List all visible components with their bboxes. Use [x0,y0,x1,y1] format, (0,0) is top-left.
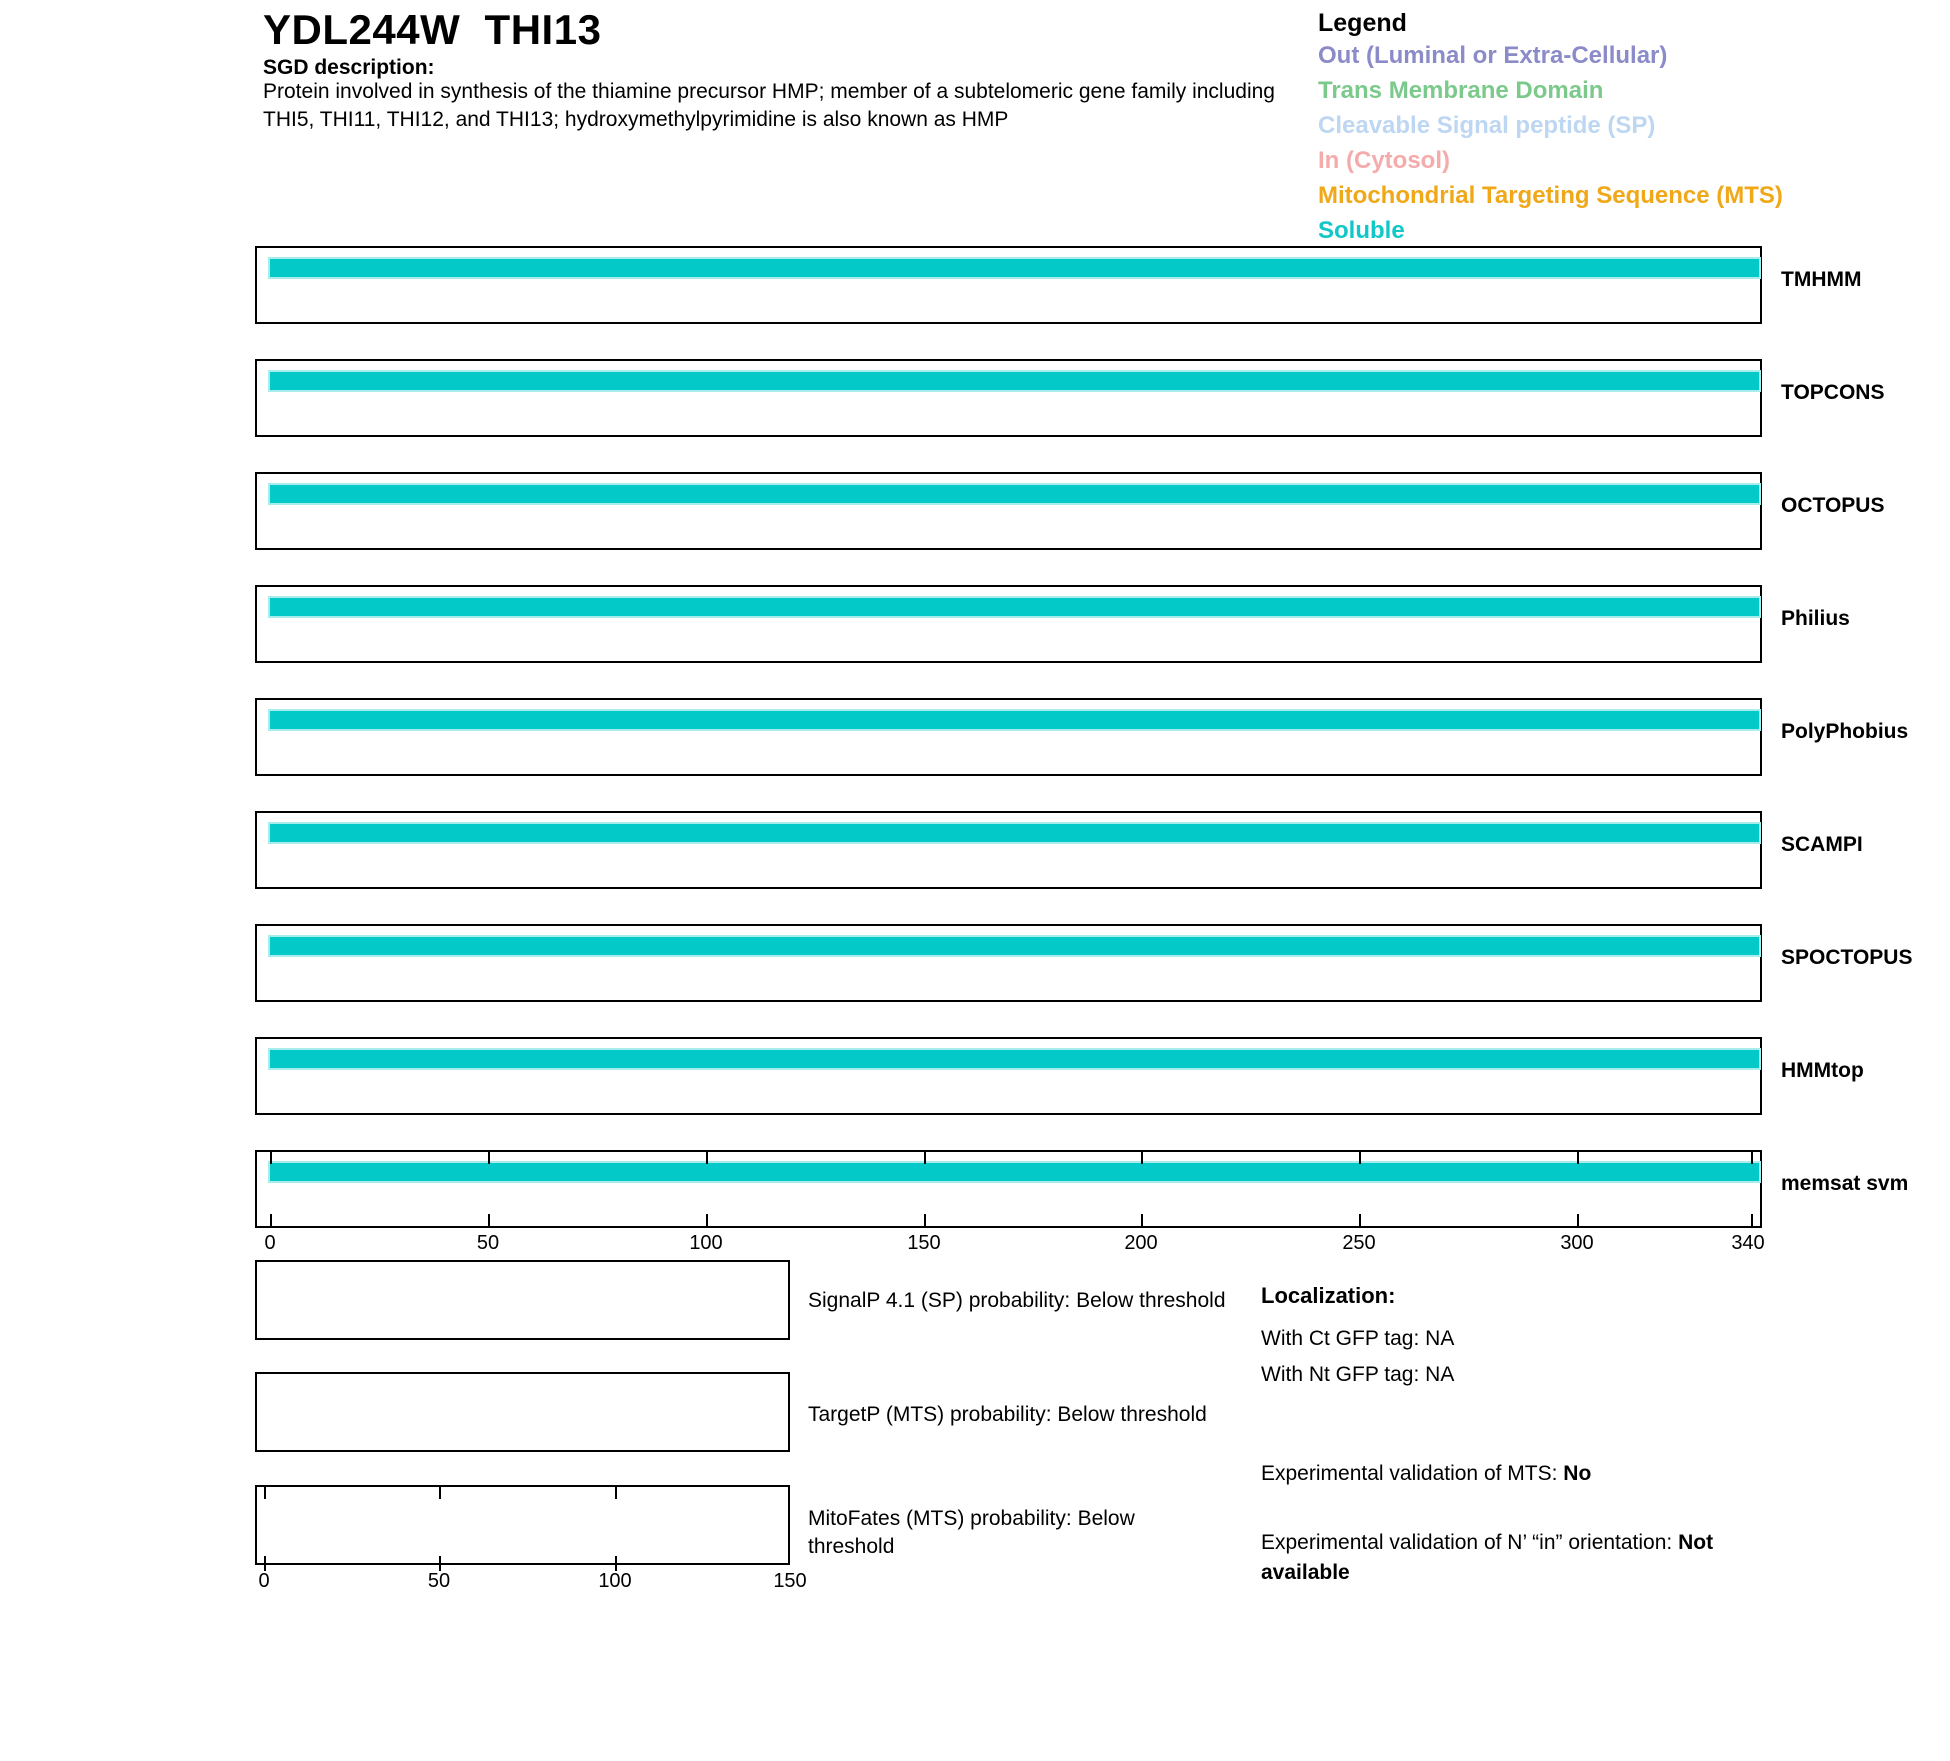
x-axis-tick-label: 0 [264,1232,276,1254]
axis-tick [270,1214,272,1226]
axis-tick [615,1556,617,1571]
axis-tick [1751,1152,1753,1164]
axis-tick [264,1487,266,1499]
legend-item-sp: Cleavable Signal peptide (SP) [1318,112,1656,139]
track-label-topcons: TOPCONS [1781,381,1885,404]
x-axis-tick-label: 100 [598,1570,632,1592]
signalp-plot-box [255,1260,790,1340]
soluble-bar [270,824,1759,842]
track-box-hmmtop [255,1037,1762,1115]
axis-tick [924,1214,926,1226]
orientation-validation-line: Experimental validation of N’ “in” orien… [1261,1528,1713,1588]
soluble-bar [270,1163,1759,1181]
soluble-bar [270,372,1759,390]
axis-tick [1359,1214,1361,1226]
targetp-plot-box [255,1372,790,1452]
sgd-description-line1: Protein involved in synthesis of the thi… [263,80,1275,103]
axis-tick [924,1152,926,1164]
legend-item-tmd: Trans Membrane Domain [1318,77,1604,104]
track-box-scampi [255,811,1762,889]
axis-tick [1577,1214,1579,1226]
track-box-spoctopus [255,924,1762,1002]
track-box-topcons [255,359,1762,437]
mts-validation-prefix: Experimental validation of MTS: [1261,1462,1564,1485]
axis-tick [615,1487,617,1499]
x-axis-tick-label: 50 [476,1232,500,1254]
axis-tick [706,1152,708,1164]
track-box-tmhmm [255,246,1762,324]
main-x-axis: 0 50 100 150 200 250 300 340 [255,1232,1765,1256]
soluble-bar [270,485,1759,503]
x-axis-tick-label: 100 [689,1232,723,1254]
axis-tick [264,1556,266,1571]
x-axis-tick-label: 150 [907,1232,941,1254]
track-label-octopus: OCTOPUS [1781,494,1885,517]
soluble-bar [270,711,1759,729]
track-label-spoctopus: SPOCTOPUS [1781,946,1913,969]
localization-heading: Localization: [1261,1283,1396,1308]
axis-tick [439,1487,441,1499]
axis-tick [488,1214,490,1226]
track-label-tmhmm: TMHMM [1781,268,1862,291]
orientation-prefix: Experimental validation of N’ “in” orien… [1261,1531,1679,1554]
mitofates-plot-box [255,1485,790,1571]
sgd-description-line2: THI5, THI11, THI12, and THI13; hydroxyme… [263,108,1009,131]
legend-item-in: In (Cytosol) [1318,147,1450,174]
nt-gfp-line: With Nt GFP tag: NA [1261,1363,1455,1386]
signalp-caption: SignalP 4.1 (SP) probability: Below thre… [808,1289,1226,1312]
mitofates-caption: MitoFates (MTS) probability: Below thres… [808,1505,1135,1561]
track-label-hmmtop: HMMtop [1781,1059,1864,1082]
legend: Legend Out (Luminal or Extra-Cellular) T… [1318,8,1783,248]
legend-heading: Legend [1318,9,1407,37]
soluble-bar [270,937,1759,955]
track-box-polyphobius [255,698,1762,776]
legend-item-out: Out (Luminal or Extra-Cellular) [1318,42,1668,69]
soluble-bar [270,598,1759,616]
axis-tick [1359,1152,1361,1164]
mitofates-x-axis: 0 50 100 150 [255,1570,806,1594]
track-label-scampi: SCAMPI [1781,833,1863,856]
sgd-description-label: SGD description: [263,56,435,79]
track-label-memsat-svm: memsat svm [1781,1172,1909,1195]
x-axis-tick-label: 0 [258,1570,270,1592]
axis-tick [1141,1152,1143,1164]
axis-tick [270,1152,272,1164]
track-label-polyphobius: PolyPhobius [1781,720,1909,743]
soluble-bar [270,1050,1759,1068]
mitofates-caption-line2: threshold [808,1535,895,1558]
soluble-bar [270,259,1759,277]
axis-tick [706,1214,708,1226]
track-box-memsat-svm [255,1150,1762,1228]
orientation-value-line2: available [1261,1561,1350,1584]
track-label-philius: Philius [1781,607,1850,630]
track-box-philius [255,585,1762,663]
track-box-octopus [255,472,1762,550]
orientation-value-line1: Not [1678,1531,1714,1554]
mts-validation-value: No [1563,1462,1592,1485]
axis-tick [488,1152,490,1164]
mitofates-caption-line1: MitoFates (MTS) probability: Below [808,1507,1135,1530]
page-title: YDL244W THI13 [263,6,602,53]
axis-tick [1141,1214,1143,1226]
axis-tick [439,1556,441,1571]
targetp-caption: TargetP (MTS) probability: Below thresho… [808,1403,1207,1426]
legend-item-soluble: Soluble [1318,217,1405,244]
axis-tick [1751,1214,1753,1226]
axis-tick [1577,1152,1579,1164]
ct-gfp-line: With Ct GFP tag: NA [1261,1327,1455,1350]
mts-validation-line: Experimental validation of MTS: No [1261,1459,1591,1489]
x-axis-tick-label: 300 [1560,1232,1594,1254]
sgd-description-text: Protein involved in synthesis of the thi… [263,78,1383,134]
x-axis-tick-label: 150 [773,1570,807,1592]
x-axis-tick-label: 250 [1342,1232,1376,1254]
x-axis-tick-label: 200 [1124,1232,1158,1254]
legend-item-mts: Mitochondrial Targeting Sequence (MTS) [1318,182,1783,209]
x-axis-tick-label: 340 [1731,1232,1765,1254]
x-axis-tick-label: 50 [427,1570,451,1592]
